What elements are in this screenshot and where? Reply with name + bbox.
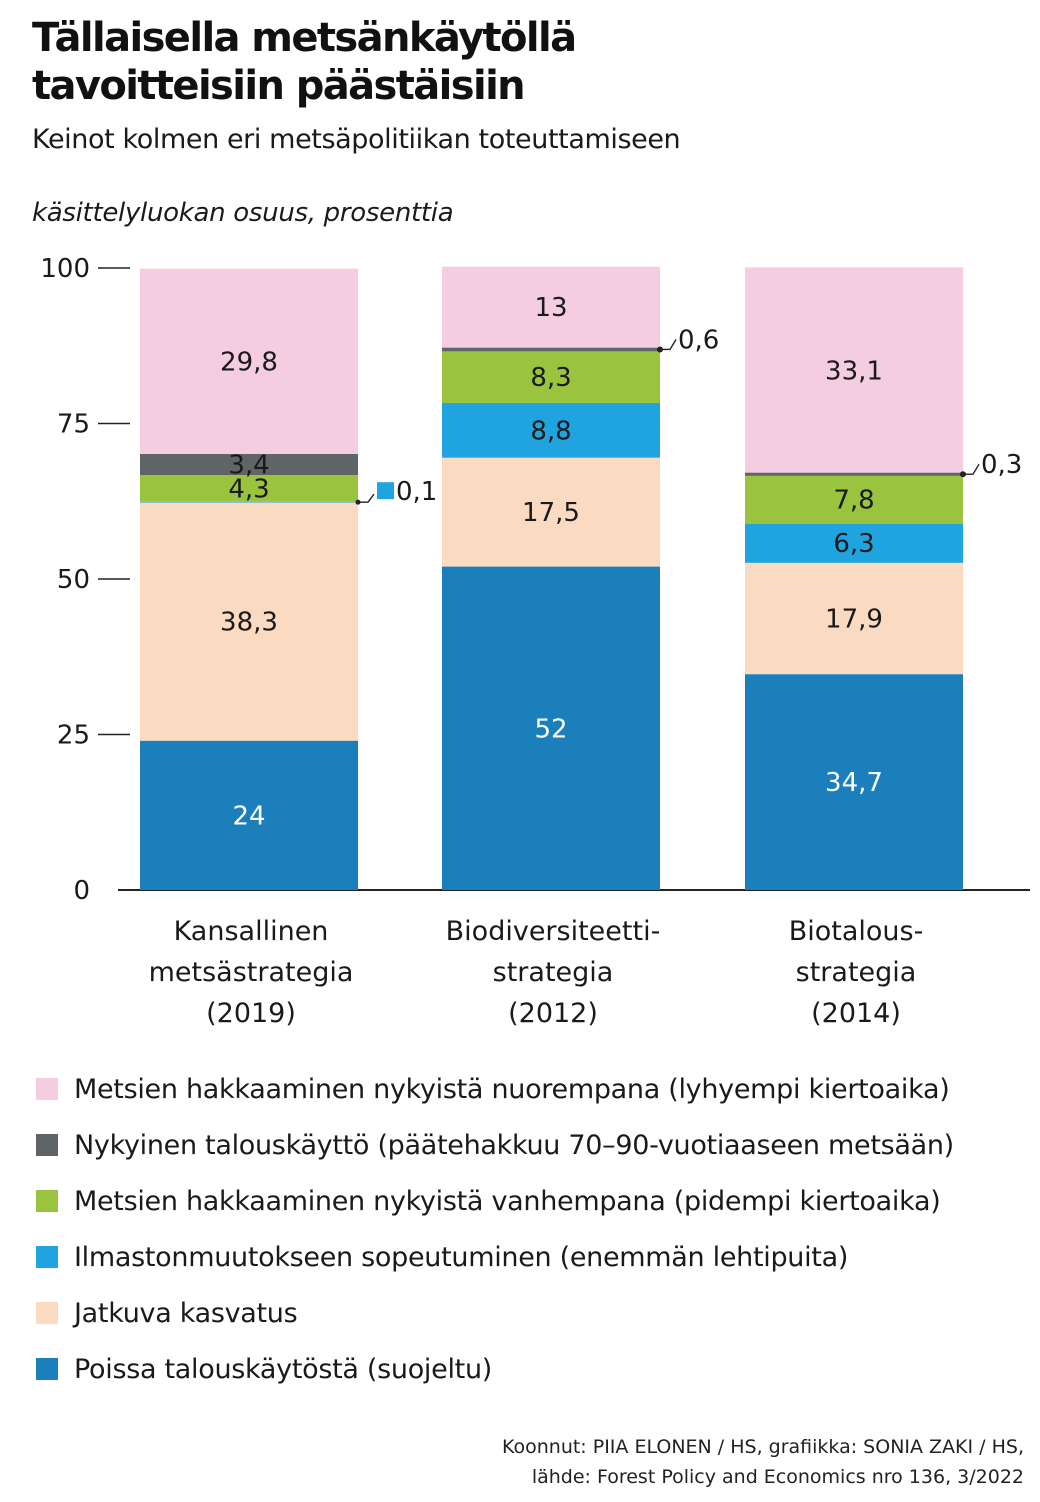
category-label: metsästrategia [149,957,354,988]
bar-segment [442,566,660,890]
chart-subtitle: Keinot kolmen eri metsäpolitiikan toteut… [32,124,681,155]
bar-segment [140,502,358,741]
bar-segment [140,740,358,890]
category-label: Biodiversiteetti- [446,916,661,947]
legend-swatch [36,1302,58,1324]
legend-label: Metsien hakkaaminen nykyistä nuorempana … [74,1074,950,1105]
data-label: 34,7 [825,768,883,798]
legend-swatch [36,1246,58,1268]
callout-line [660,339,677,351]
legend-label: Jatkuva kasvatus [74,1298,298,1329]
bar-segment [745,267,963,474]
category-label: Kansallinen [174,916,329,947]
legend-label: Nykyinen talouskäyttö (päätehakkuu 70–90… [74,1130,954,1161]
data-label: 4,3 [228,474,269,504]
callout-line [358,493,375,503]
callout-label: 0,3 [981,450,1022,480]
data-label: 24 [232,801,265,831]
bar-segment [442,266,660,348]
bar-segment [745,523,963,563]
bar-segment [442,351,660,403]
data-label: 7,8 [833,485,874,515]
bar-segment [140,501,358,503]
legend-label: Ilmastonmuutokseen sopeutuminen (enemmän… [74,1242,849,1273]
legend-swatch [36,1358,58,1380]
category-label: Biotalous- [789,916,924,947]
y-tick-label: 25 [57,721,90,751]
callout-swatch [377,482,394,500]
callout-label: 0,1 [396,477,437,507]
category-label: (2012) [508,998,598,1029]
credits-line-2: lähde: Forest Policy and Economics nro 1… [531,1466,1024,1488]
data-label: 38,3 [220,608,278,638]
chart-title: Tällaisella metsänkäytöllä tavoitteisiin… [32,14,577,110]
category-labels: Kansallinen metsästrategia (2019) Biodivers… [149,916,924,1029]
stacked-bar-chart: 0 25 50 75 100 24 38,3 4,33,4 29,8 52 17,5 8,8 8,3 1… [40,254,1030,1029]
data-label: 3,4 [228,451,269,481]
data-label: 6,3 [833,529,874,559]
legend-swatch [36,1134,58,1156]
legend-swatch [36,1190,58,1212]
bar-segment [442,402,660,458]
y-tick-label: 50 [57,565,90,595]
chart-title-line-1: Tällaisella metsänkäytöllä [32,15,577,61]
data-label: 8,8 [530,416,571,446]
axis-unit-label: käsittelyluokan osuus, prosenttia [32,198,454,228]
legend-label: Metsien hakkaaminen nykyistä vanhempana … [74,1186,941,1217]
y-tick-label: 0 [73,876,90,906]
bar-segment [140,475,358,502]
category-label: (2014) [811,998,901,1029]
bar-segment [745,562,963,675]
bar-segment [140,268,358,454]
bar-segment [745,475,963,524]
y-tick-label: 100 [40,254,90,284]
category-label: strategia [796,957,917,988]
data-label: 52 [534,714,567,744]
data-label: 17,9 [825,604,883,634]
data-label: 29,8 [220,347,278,377]
bars [140,266,963,890]
data-label: 33,1 [825,356,883,386]
chart-title-line-2: tavoitteisiin päästäisiin [32,63,526,109]
data-label: 17,5 [522,498,580,528]
category-label: strategia [493,957,614,988]
legend-label: Poissa talouskäytöstä (suojeltu) [74,1354,492,1385]
credits-line-1: Koonnut: PIIA ELONEN / HS, grafiikka: SO… [501,1436,1024,1458]
category-label: (2019) [206,998,296,1029]
data-label: 13 [534,293,567,323]
callout-line [963,463,980,475]
data-label: 8,3 [530,363,571,393]
data-labels: 24 38,3 4,33,4 29,8 52 17,5 8,8 8,3 13 34,7 17,9 6,… [220,293,1022,831]
bar-segment [140,453,358,476]
y-tick-label: 75 [57,410,90,440]
bar-segment [745,674,963,890]
callout-label: 0,6 [678,325,719,355]
bar-segment [442,457,660,567]
credits: Koonnut: PIIA ELONEN / HS, grafiikka: SO… [502,1432,1024,1492]
legend-swatch [36,1078,58,1100]
